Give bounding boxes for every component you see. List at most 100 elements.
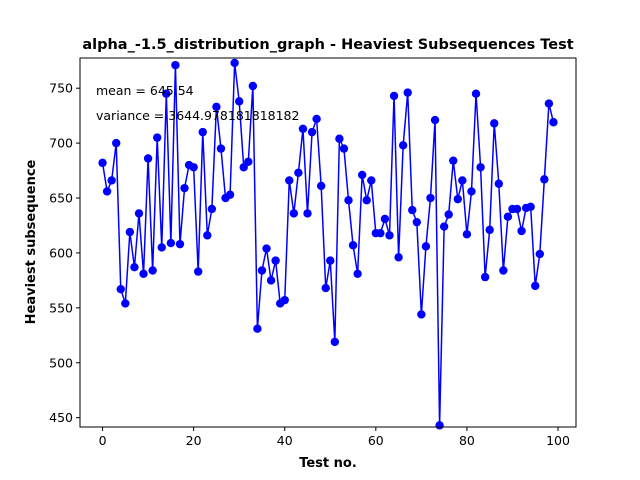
mean-annotation: mean = 645.54 xyxy=(96,83,194,98)
data-point xyxy=(517,226,526,236)
variance-annotation: variance = 3644.978181818182 xyxy=(96,108,299,123)
data-point xyxy=(203,231,212,240)
data-point xyxy=(257,266,267,275)
data-point xyxy=(435,421,444,430)
data-marks xyxy=(98,58,558,430)
data-point xyxy=(394,253,403,262)
data-point xyxy=(116,284,125,294)
y-tick-label: 650 xyxy=(49,191,73,206)
data-point xyxy=(449,156,458,165)
data-point xyxy=(385,231,394,240)
data-point xyxy=(271,256,280,265)
data-point xyxy=(444,210,453,219)
data-point xyxy=(303,209,312,218)
data-point xyxy=(357,170,367,180)
data-point xyxy=(143,154,153,163)
data-point xyxy=(417,310,426,319)
data-point xyxy=(512,204,522,214)
data-point xyxy=(216,144,226,153)
data-point xyxy=(266,276,276,285)
data-point xyxy=(289,209,299,218)
data-point xyxy=(230,58,239,68)
data-point xyxy=(180,183,189,193)
data-point xyxy=(198,127,207,137)
data-point xyxy=(540,175,549,184)
data-point xyxy=(408,205,417,215)
data-point xyxy=(494,179,503,188)
data-point xyxy=(280,295,289,305)
data-point xyxy=(285,176,294,185)
data-point xyxy=(234,97,244,106)
axis-ticks: 0 20 40 60 80 100 450 500 550 600 650 700 750 xyxy=(49,81,570,448)
data-point xyxy=(499,266,508,275)
data-point xyxy=(253,324,262,333)
data-point xyxy=(139,269,148,278)
data-point xyxy=(121,299,130,308)
data-point xyxy=(430,115,440,125)
data-point xyxy=(244,157,253,166)
data-point xyxy=(193,267,203,276)
data-point xyxy=(526,202,535,212)
data-point xyxy=(339,144,349,153)
data-point xyxy=(335,134,344,143)
data-point xyxy=(162,89,171,98)
data-point xyxy=(535,249,544,259)
series-line xyxy=(101,62,555,427)
data-point xyxy=(316,181,326,191)
chart-title: alpha_-1.5_distribution_graph - Heaviest… xyxy=(82,37,573,53)
x-tick-label: 80 xyxy=(459,433,475,448)
data-point xyxy=(353,269,362,278)
data-point xyxy=(330,337,340,347)
data-point xyxy=(344,196,353,205)
data-point xyxy=(326,256,335,265)
data-point xyxy=(102,187,112,196)
data-point xyxy=(362,196,371,205)
data-point xyxy=(312,114,321,124)
data-point xyxy=(148,266,157,275)
data-point xyxy=(549,118,558,127)
y-tick-label: 600 xyxy=(49,245,73,260)
y-axis-label: Heaviest subsequence xyxy=(24,159,39,324)
data-point xyxy=(467,187,476,196)
y-tick-label: 450 xyxy=(49,410,73,425)
data-point xyxy=(153,133,162,142)
data-point xyxy=(453,194,463,204)
y-tick-label: 500 xyxy=(49,355,73,370)
x-tick-label: 20 xyxy=(186,433,202,448)
x-tick-label: 0 xyxy=(99,433,107,448)
data-point xyxy=(134,209,144,218)
data-point xyxy=(112,138,121,148)
x-axis-label: Test no. xyxy=(299,456,357,471)
data-point xyxy=(471,89,481,98)
data-point xyxy=(398,141,408,150)
data-point xyxy=(389,91,399,101)
data-point xyxy=(544,99,554,108)
data-point xyxy=(348,241,358,250)
data-point xyxy=(531,281,540,291)
y-tick-label: 700 xyxy=(49,136,73,151)
data-point xyxy=(490,119,499,128)
data-point xyxy=(367,176,376,185)
data-point xyxy=(294,168,303,177)
data-point xyxy=(171,60,180,70)
data-point xyxy=(166,238,176,248)
data-point xyxy=(458,176,467,185)
data-point xyxy=(107,176,116,185)
y-tick-label: 550 xyxy=(49,300,73,315)
data-point xyxy=(439,222,449,231)
data-point xyxy=(262,244,271,253)
data-point xyxy=(421,242,431,251)
data-point xyxy=(298,124,308,134)
data-point xyxy=(376,228,385,238)
data-point xyxy=(462,230,472,239)
data-point xyxy=(321,283,330,293)
data-point xyxy=(225,190,235,199)
data-point xyxy=(426,193,435,203)
data-point xyxy=(503,212,513,221)
x-tick-label: 40 xyxy=(277,433,293,448)
data-point xyxy=(485,225,494,235)
data-point xyxy=(307,127,317,137)
x-tick-label: 100 xyxy=(546,433,570,448)
plot-frame xyxy=(79,57,577,428)
